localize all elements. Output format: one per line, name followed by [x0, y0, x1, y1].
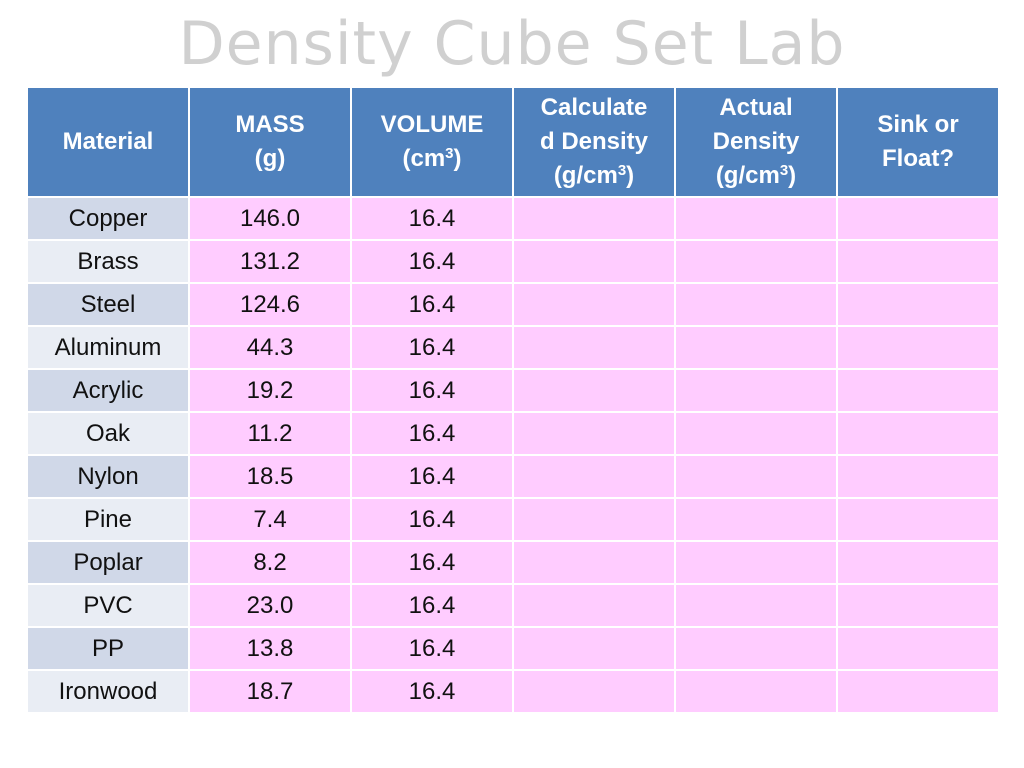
cell-mass: 146.0: [188, 196, 352, 241]
cell-actual-density[interactable]: [674, 368, 838, 413]
cell-sink-or-float[interactable]: [836, 368, 1000, 413]
cell-mass: 7.4: [188, 497, 352, 542]
cell-calculated-density[interactable]: [512, 239, 676, 284]
table-row: Brass 131.2 16.4: [26, 239, 1000, 284]
header-actual-density: Actual Density (g/cm3): [674, 86, 838, 198]
cell-material: PP: [26, 626, 190, 671]
cell-volume: 16.4: [350, 626, 514, 671]
cell-sink-or-float[interactable]: [836, 282, 1000, 327]
cell-mass: 18.5: [188, 454, 352, 499]
cell-calculated-density[interactable]: [512, 540, 676, 585]
cell-volume: 16.4: [350, 583, 514, 628]
cell-material: Oak: [26, 411, 190, 456]
cell-sink-or-float[interactable]: [836, 497, 1000, 542]
cell-actual-density[interactable]: [674, 325, 838, 370]
table-row: Poplar 8.2 16.4: [26, 540, 1000, 585]
table-row: Aluminum 44.3 16.4: [26, 325, 1000, 370]
cell-calculated-density[interactable]: [512, 282, 676, 327]
table-row: PVC 23.0 16.4: [26, 583, 1000, 628]
cell-volume: 16.4: [350, 196, 514, 241]
cell-volume: 16.4: [350, 282, 514, 327]
cell-material: Ironwood: [26, 669, 190, 714]
cell-volume: 16.4: [350, 497, 514, 542]
cell-mass: 8.2: [188, 540, 352, 585]
cell-actual-density[interactable]: [674, 411, 838, 456]
cell-volume: 16.4: [350, 454, 514, 499]
table-row: Nylon 18.5 16.4: [26, 454, 1000, 499]
cell-mass: 44.3: [188, 325, 352, 370]
cell-volume: 16.4: [350, 540, 514, 585]
cell-sink-or-float[interactable]: [836, 454, 1000, 499]
cell-material: PVC: [26, 583, 190, 628]
cell-volume: 16.4: [350, 239, 514, 284]
cell-volume: 16.4: [350, 669, 514, 714]
cell-actual-density[interactable]: [674, 583, 838, 628]
cell-volume: 16.4: [350, 325, 514, 370]
cell-actual-density[interactable]: [674, 626, 838, 671]
cell-sink-or-float[interactable]: [836, 583, 1000, 628]
cell-actual-density[interactable]: [674, 196, 838, 241]
cell-actual-density[interactable]: [674, 282, 838, 327]
cell-volume: 16.4: [350, 411, 514, 456]
table-header-row: Material MASS (g) VOLUME (cm3) Calculate d …: [26, 86, 1000, 198]
cell-calculated-density[interactable]: [512, 411, 676, 456]
cell-material: Poplar: [26, 540, 190, 585]
density-table: Material MASS (g) VOLUME (cm3) Calculate d …: [26, 86, 1000, 714]
cell-calculated-density[interactable]: [512, 454, 676, 499]
header-sink-or-float: Sink or Float?: [836, 86, 1000, 198]
cell-mass: 18.7: [188, 669, 352, 714]
cell-actual-density[interactable]: [674, 497, 838, 542]
table-row: PP 13.8 16.4: [26, 626, 1000, 671]
cell-calculated-density[interactable]: [512, 497, 676, 542]
cell-calculated-density[interactable]: [512, 583, 676, 628]
cell-actual-density[interactable]: [674, 454, 838, 499]
table-row: Ironwood 18.7 16.4: [26, 669, 1000, 714]
cell-material: Pine: [26, 497, 190, 542]
cell-actual-density[interactable]: [674, 669, 838, 714]
cell-mass: 19.2: [188, 368, 352, 413]
page-title: Density Cube Set Lab: [178, 9, 846, 79]
cell-sink-or-float[interactable]: [836, 239, 1000, 284]
cell-sink-or-float[interactable]: [836, 325, 1000, 370]
cell-material: Copper: [26, 196, 190, 241]
cell-sink-or-float[interactable]: [836, 669, 1000, 714]
cell-calculated-density[interactable]: [512, 626, 676, 671]
cell-sink-or-float[interactable]: [836, 540, 1000, 585]
cell-mass: 131.2: [188, 239, 352, 284]
header-mass: MASS (g): [188, 86, 352, 198]
table-row: Acrylic 19.2 16.4: [26, 368, 1000, 413]
table-row: Copper 146.0 16.4: [26, 196, 1000, 241]
cell-material: Aluminum: [26, 325, 190, 370]
cell-actual-density[interactable]: [674, 540, 838, 585]
cell-calculated-density[interactable]: [512, 368, 676, 413]
table-row: Pine 7.4 16.4: [26, 497, 1000, 542]
cell-calculated-density[interactable]: [512, 325, 676, 370]
cell-mass: 13.8: [188, 626, 352, 671]
header-material: Material: [26, 86, 190, 198]
cell-mass: 124.6: [188, 282, 352, 327]
header-calculated-density: Calculate d Density (g/cm3): [512, 86, 676, 198]
cell-material: Nylon: [26, 454, 190, 499]
cell-mass: 11.2: [188, 411, 352, 456]
cell-mass: 23.0: [188, 583, 352, 628]
cell-sink-or-float[interactable]: [836, 626, 1000, 671]
header-volume: VOLUME (cm3): [350, 86, 514, 198]
table-row: Steel 124.6 16.4: [26, 282, 1000, 327]
cell-sink-or-float[interactable]: [836, 196, 1000, 241]
cell-actual-density[interactable]: [674, 239, 838, 284]
cell-material: Brass: [26, 239, 190, 284]
cell-calculated-density[interactable]: [512, 669, 676, 714]
cell-material: Steel: [26, 282, 190, 327]
cell-sink-or-float[interactable]: [836, 411, 1000, 456]
cell-volume: 16.4: [350, 368, 514, 413]
cell-material: Acrylic: [26, 368, 190, 413]
cell-calculated-density[interactable]: [512, 196, 676, 241]
table-row: Oak 11.2 16.4: [26, 411, 1000, 456]
